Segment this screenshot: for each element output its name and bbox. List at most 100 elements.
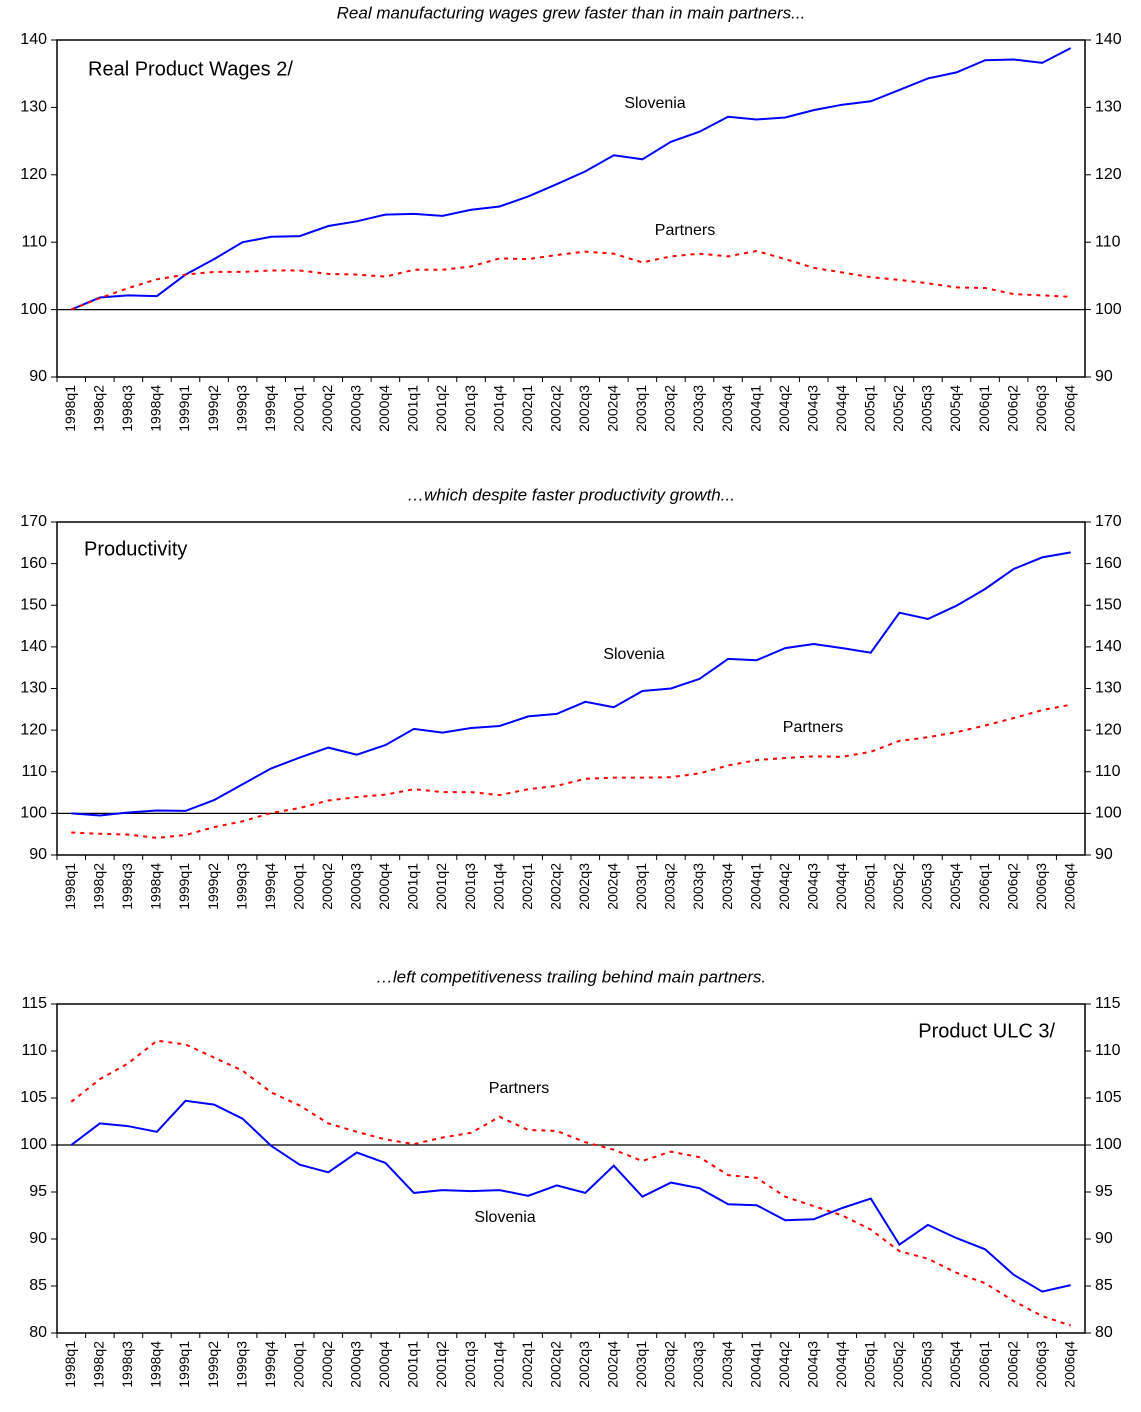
- y-tick-label: 150: [20, 596, 47, 613]
- y-tick-label: 85: [29, 1277, 47, 1294]
- series-line: [70, 47, 1072, 311]
- x-tick-label: 1998q4: [148, 385, 164, 432]
- x-tick-label: 2005q3: [919, 385, 935, 432]
- y2-tick-label: 110: [1095, 763, 1121, 780]
- x-tick-label: 2001q3: [462, 863, 478, 910]
- x-tick-label: 2000q2: [319, 1341, 335, 1388]
- x-tick-label: 2001q3: [462, 1341, 478, 1388]
- y2-tick-label: 95: [1095, 1183, 1113, 1200]
- y-tick-label: 115: [21, 995, 47, 1012]
- panel-label: Product ULC 3/: [918, 1020, 1055, 1042]
- x-tick-label: 2003q4: [719, 385, 735, 432]
- x-tick-label: 2003q4: [719, 863, 735, 910]
- x-tick-label: 2002q4: [605, 1341, 621, 1388]
- x-tick-label: 1998q1: [62, 863, 78, 910]
- y2-tick-label: 100: [1095, 805, 1122, 822]
- y-tick-label: 100: [20, 1136, 47, 1153]
- y-tick-label: 100: [20, 805, 47, 822]
- x-tick-label: 1999q4: [262, 863, 278, 910]
- x-tick-label: 2004q2: [776, 1341, 792, 1388]
- y-tick-label: 80: [29, 1324, 47, 1341]
- x-tick-label: 2005q4: [947, 1341, 963, 1388]
- x-tick-label: 2005q4: [947, 863, 963, 910]
- chart-title: Real manufacturing wages grew faster tha…: [337, 3, 806, 22]
- panel-label: Productivity: [84, 538, 187, 560]
- plot-area: [56, 39, 1086, 378]
- series-label: Partners: [489, 1080, 549, 1097]
- x-tick-label: 2003q1: [633, 863, 649, 910]
- x-tick-label: 2004q2: [776, 863, 792, 910]
- x-tick-label: 2004q4: [833, 1341, 849, 1388]
- x-tick-label: 2004q3: [804, 863, 820, 910]
- x-tick-label: 2006q4: [1061, 1341, 1077, 1388]
- plot-area: [56, 1003, 1086, 1334]
- x-tick-label: 2005q2: [890, 863, 906, 910]
- x-tick-label: 2002q2: [547, 1341, 563, 1388]
- x-tick-label: 2001q4: [490, 385, 506, 432]
- x-tick-label: 2005q4: [947, 385, 963, 432]
- y2-tick-label: 120: [1095, 166, 1122, 183]
- y-tick-label: 90: [29, 1230, 47, 1247]
- x-tick-label: 2001q3: [462, 385, 478, 432]
- x-tick-label: 2000q3: [348, 1341, 364, 1388]
- x-tick-label: 2004q3: [804, 1341, 820, 1388]
- x-tick-label: 2001q1: [405, 385, 421, 432]
- x-tick-label: 1998q1: [62, 1341, 78, 1388]
- y2-tick-label: 100: [1095, 1136, 1122, 1153]
- y2-tick-label: 160: [1095, 555, 1122, 572]
- x-tick-label: 2006q3: [1033, 1341, 1049, 1388]
- x-tick-label: 2000q1: [290, 863, 306, 910]
- x-tick-label: 2000q4: [376, 863, 392, 910]
- x-tick-label: 1998q4: [148, 863, 164, 910]
- x-tick-label: 2006q1: [976, 863, 992, 910]
- x-tick-label: 2003q1: [633, 385, 649, 432]
- x-tick-label: 2001q1: [405, 863, 421, 910]
- y2-tick-label: 140: [1095, 638, 1122, 655]
- series-line: [70, 1039, 1072, 1327]
- y-tick-label: 100: [20, 301, 47, 318]
- series-label: Slovenia: [624, 95, 685, 112]
- x-tick-label: 2002q4: [605, 863, 621, 910]
- x-tick-label: 2006q4: [1061, 385, 1077, 432]
- y-tick-label: 140: [20, 638, 47, 655]
- x-tick-label: 1999q1: [176, 1341, 192, 1388]
- x-tick-label: 2006q3: [1033, 863, 1049, 910]
- series-line: [71, 551, 1071, 817]
- x-tick-label: 2005q2: [890, 1341, 906, 1388]
- x-tick-label: 2000q4: [376, 385, 392, 432]
- x-tick-label: 2004q1: [747, 863, 763, 910]
- series-line: [70, 1099, 1071, 1293]
- x-tick-label: 2002q1: [519, 385, 535, 432]
- x-tick-label: 2006q4: [1061, 863, 1077, 910]
- x-tick-label: 1999q2: [205, 385, 221, 432]
- plot-area: [56, 521, 1086, 856]
- series-line: [71, 703, 1071, 839]
- y-tick-label: 90: [29, 846, 47, 863]
- x-tick-label: 1998q1: [62, 385, 78, 432]
- x-tick-label: 1999q1: [176, 863, 192, 910]
- x-tick-label: 2004q1: [747, 1341, 763, 1388]
- x-tick-label: 2000q4: [376, 1341, 392, 1388]
- y2-tick-label: 170: [1095, 513, 1122, 530]
- x-tick-label: 2002q2: [547, 385, 563, 432]
- chart-title: …left competitiveness trailing behind ma…: [376, 967, 766, 986]
- x-tick-label: 2006q1: [976, 1341, 992, 1388]
- x-tick-label: 2005q3: [919, 863, 935, 910]
- x-tick-label: 2003q2: [662, 1341, 678, 1388]
- y2-tick-label: 150: [1095, 596, 1122, 613]
- x-tick-label: 1999q1: [176, 385, 192, 432]
- x-tick-label: 2001q4: [490, 863, 506, 910]
- x-tick-label: 2002q2: [547, 863, 563, 910]
- x-tick-label: 2006q2: [1004, 385, 1020, 432]
- x-tick-label: 2002q1: [519, 1341, 535, 1388]
- x-tick-label: 2003q4: [719, 1341, 735, 1388]
- chart-title: …which despite faster productivity growt…: [407, 485, 735, 504]
- x-tick-label: 2000q3: [348, 385, 364, 432]
- series-label: Slovenia: [603, 646, 664, 663]
- y2-tick-label: 100: [1095, 301, 1122, 318]
- x-tick-label: 2005q1: [862, 863, 878, 910]
- x-tick-label: 2004q4: [833, 863, 849, 910]
- y2-tick-label: 110: [1095, 233, 1121, 250]
